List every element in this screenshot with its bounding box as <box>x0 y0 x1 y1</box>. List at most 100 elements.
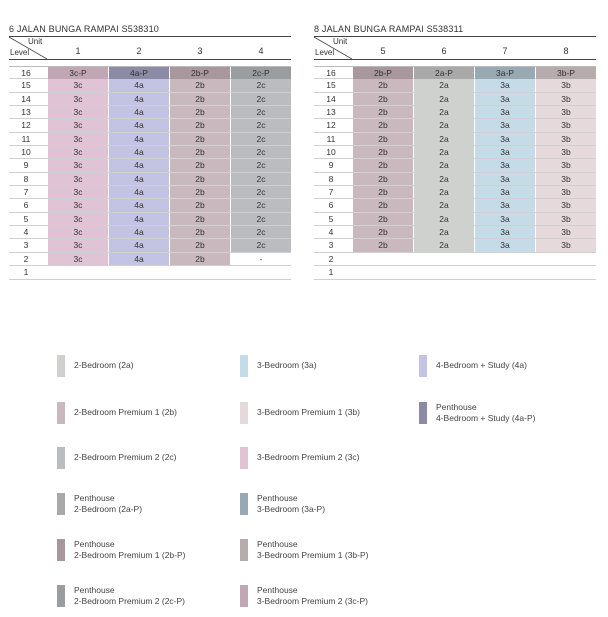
unit-cell: 2c <box>231 92 291 106</box>
unit-cell: 2b <box>353 186 413 199</box>
diagonal-divider-icon <box>314 37 353 59</box>
legend-label: Penthouse 3-Bedroom Premium 2 (3c-P) <box>257 585 369 606</box>
unit-cell: 3b <box>536 226 596 239</box>
level-label: 16 <box>21 68 31 78</box>
table-row: 11 2b 2a 3a 3b <box>314 132 596 147</box>
table-row: 16 3c-P 4a-P 2b-P 2c-P <box>9 66 291 80</box>
level-label: 12 <box>21 120 31 131</box>
unit-cell: 2b <box>170 239 230 252</box>
unit-cell: 3a <box>475 172 535 186</box>
unit-cell: 3c <box>48 226 108 239</box>
legend-item: Penthouse 2-Bedroom Premium 1 (2b-P) <box>57 539 232 561</box>
unit-cell: 4a-P <box>109 67 169 80</box>
unit-cell: 2c <box>231 132 291 146</box>
table-row: 3 3c 4a 2b 2c <box>9 239 291 253</box>
table-row: 4 2b 2a 3a 3b <box>314 226 596 240</box>
unit-cell: 2b <box>353 132 413 146</box>
unit-cell: 4a <box>109 79 169 92</box>
unit-header: 7 <box>502 46 508 56</box>
unit-cell: 2b <box>170 146 230 159</box>
unit-cell: 2a <box>414 199 474 212</box>
level-label: 11 <box>21 133 31 144</box>
unit-cell: 2b <box>353 226 413 239</box>
legend-swatch <box>240 493 248 515</box>
unit-cell: 2b <box>353 172 413 186</box>
legend-label: Penthouse 3-Bedroom Premium 1 (3b-P) <box>257 539 369 560</box>
unit-cell: 4a <box>109 146 169 159</box>
legend-swatch <box>419 402 427 424</box>
unit-cell: 3a <box>475 119 535 132</box>
level-label: 1 <box>328 267 334 278</box>
unit-cell: 3b <box>536 79 596 92</box>
unit-cell: 2b <box>170 212 230 226</box>
legend-label: 4-Bedroom + Study (4a) <box>436 360 527 370</box>
level-label: 10 <box>21 147 31 158</box>
unit-cell: 4a <box>109 159 169 172</box>
unit-cell: 2b <box>353 119 413 132</box>
legend-swatch <box>240 355 248 377</box>
unit-cell: 2b <box>170 186 230 199</box>
level-label: 11 <box>326 133 336 144</box>
unit-cell: 3c <box>48 159 108 172</box>
unit-cell: 3a <box>475 212 535 226</box>
unit-cell: 3a <box>475 159 535 172</box>
level-label: 10 <box>326 147 336 158</box>
table-row: 4 3c 4a 2b 2c <box>9 226 291 240</box>
header-level: Level <box>10 48 30 57</box>
level-label: 5 <box>23 213 29 224</box>
legend-item: 2-Bedroom (2a) <box>57 355 232 377</box>
table-row: 10 2b 2a 3a 3b <box>314 146 596 160</box>
level-label: 8 <box>328 173 334 184</box>
legend-swatch <box>57 447 65 469</box>
unit-cell: 2a-P <box>414 67 474 80</box>
unit-cell: 4a <box>109 239 169 252</box>
unit-cell: 3c <box>48 252 108 266</box>
legend-item: 3-Bedroom Premium 2 (3c) <box>240 447 415 469</box>
table-row: 14 3c 4a 2b 2c <box>9 92 291 107</box>
legend-swatch <box>419 355 427 377</box>
unit-cell: 2c <box>231 119 291 132</box>
legend-label: Penthouse 4-Bedroom + Study (4a-P) <box>436 402 536 423</box>
unit-cell: 2b <box>353 106 413 119</box>
unit-cell: 2b <box>170 252 230 266</box>
legend-label: Penthouse 2-Bedroom Premium 2 (2c-P) <box>74 585 186 606</box>
table-row: 1 <box>9 266 291 280</box>
level-label: 5 <box>328 213 334 224</box>
table-row: 10 3c 4a 2b 2c <box>9 146 291 160</box>
legend-swatch <box>57 493 65 515</box>
table-row: 5 3c 4a 2b 2c <box>9 212 291 227</box>
table-row: 15 2b 2a 3a 3b <box>314 79 596 93</box>
unit-cell: 3a <box>475 132 535 146</box>
unit-cell: 3b <box>536 146 596 159</box>
level-label: 1 <box>23 267 29 278</box>
unit-cell: 3b <box>536 212 596 226</box>
unit-cell: 4a <box>109 252 169 266</box>
unit-cell: 3b <box>536 239 596 252</box>
unit-cell: 4a <box>109 226 169 239</box>
unit-cell: 4a <box>109 132 169 146</box>
unit-cell: 4a <box>109 212 169 226</box>
legend-item: 3-Bedroom Premium 1 (3b) <box>240 402 415 424</box>
table-row: 2 <box>314 253 596 267</box>
unit-cell: 3c-P <box>48 67 108 80</box>
level-label: 4 <box>23 227 29 238</box>
unit-cell: 3c <box>48 119 108 132</box>
unit-header: 5 <box>380 46 386 56</box>
unit-header: 8 <box>563 46 569 56</box>
legend-swatch <box>57 539 65 561</box>
legend-item: 4-Bedroom + Study (4a) <box>419 355 594 377</box>
level-label: 6 <box>23 200 29 211</box>
unit-cell: 2b <box>170 199 230 212</box>
unit-header: 2 <box>136 46 142 56</box>
unit-header: 3 <box>197 46 203 56</box>
diagonal-divider-icon <box>9 37 48 59</box>
unit-cell: 3b-P <box>536 67 596 80</box>
legend-item: Penthouse 3-Bedroom Premium 2 (3c-P) <box>240 585 415 607</box>
unit-cell: 2c <box>231 239 291 252</box>
unit-cell: 2b <box>170 106 230 119</box>
table-row: 6 2b 2a 3a 3b <box>314 199 596 213</box>
level-label: 13 <box>21 107 31 118</box>
unit-cell: 3c <box>48 132 108 146</box>
level-label: 8 <box>23 173 29 184</box>
legend-swatch <box>57 585 65 607</box>
